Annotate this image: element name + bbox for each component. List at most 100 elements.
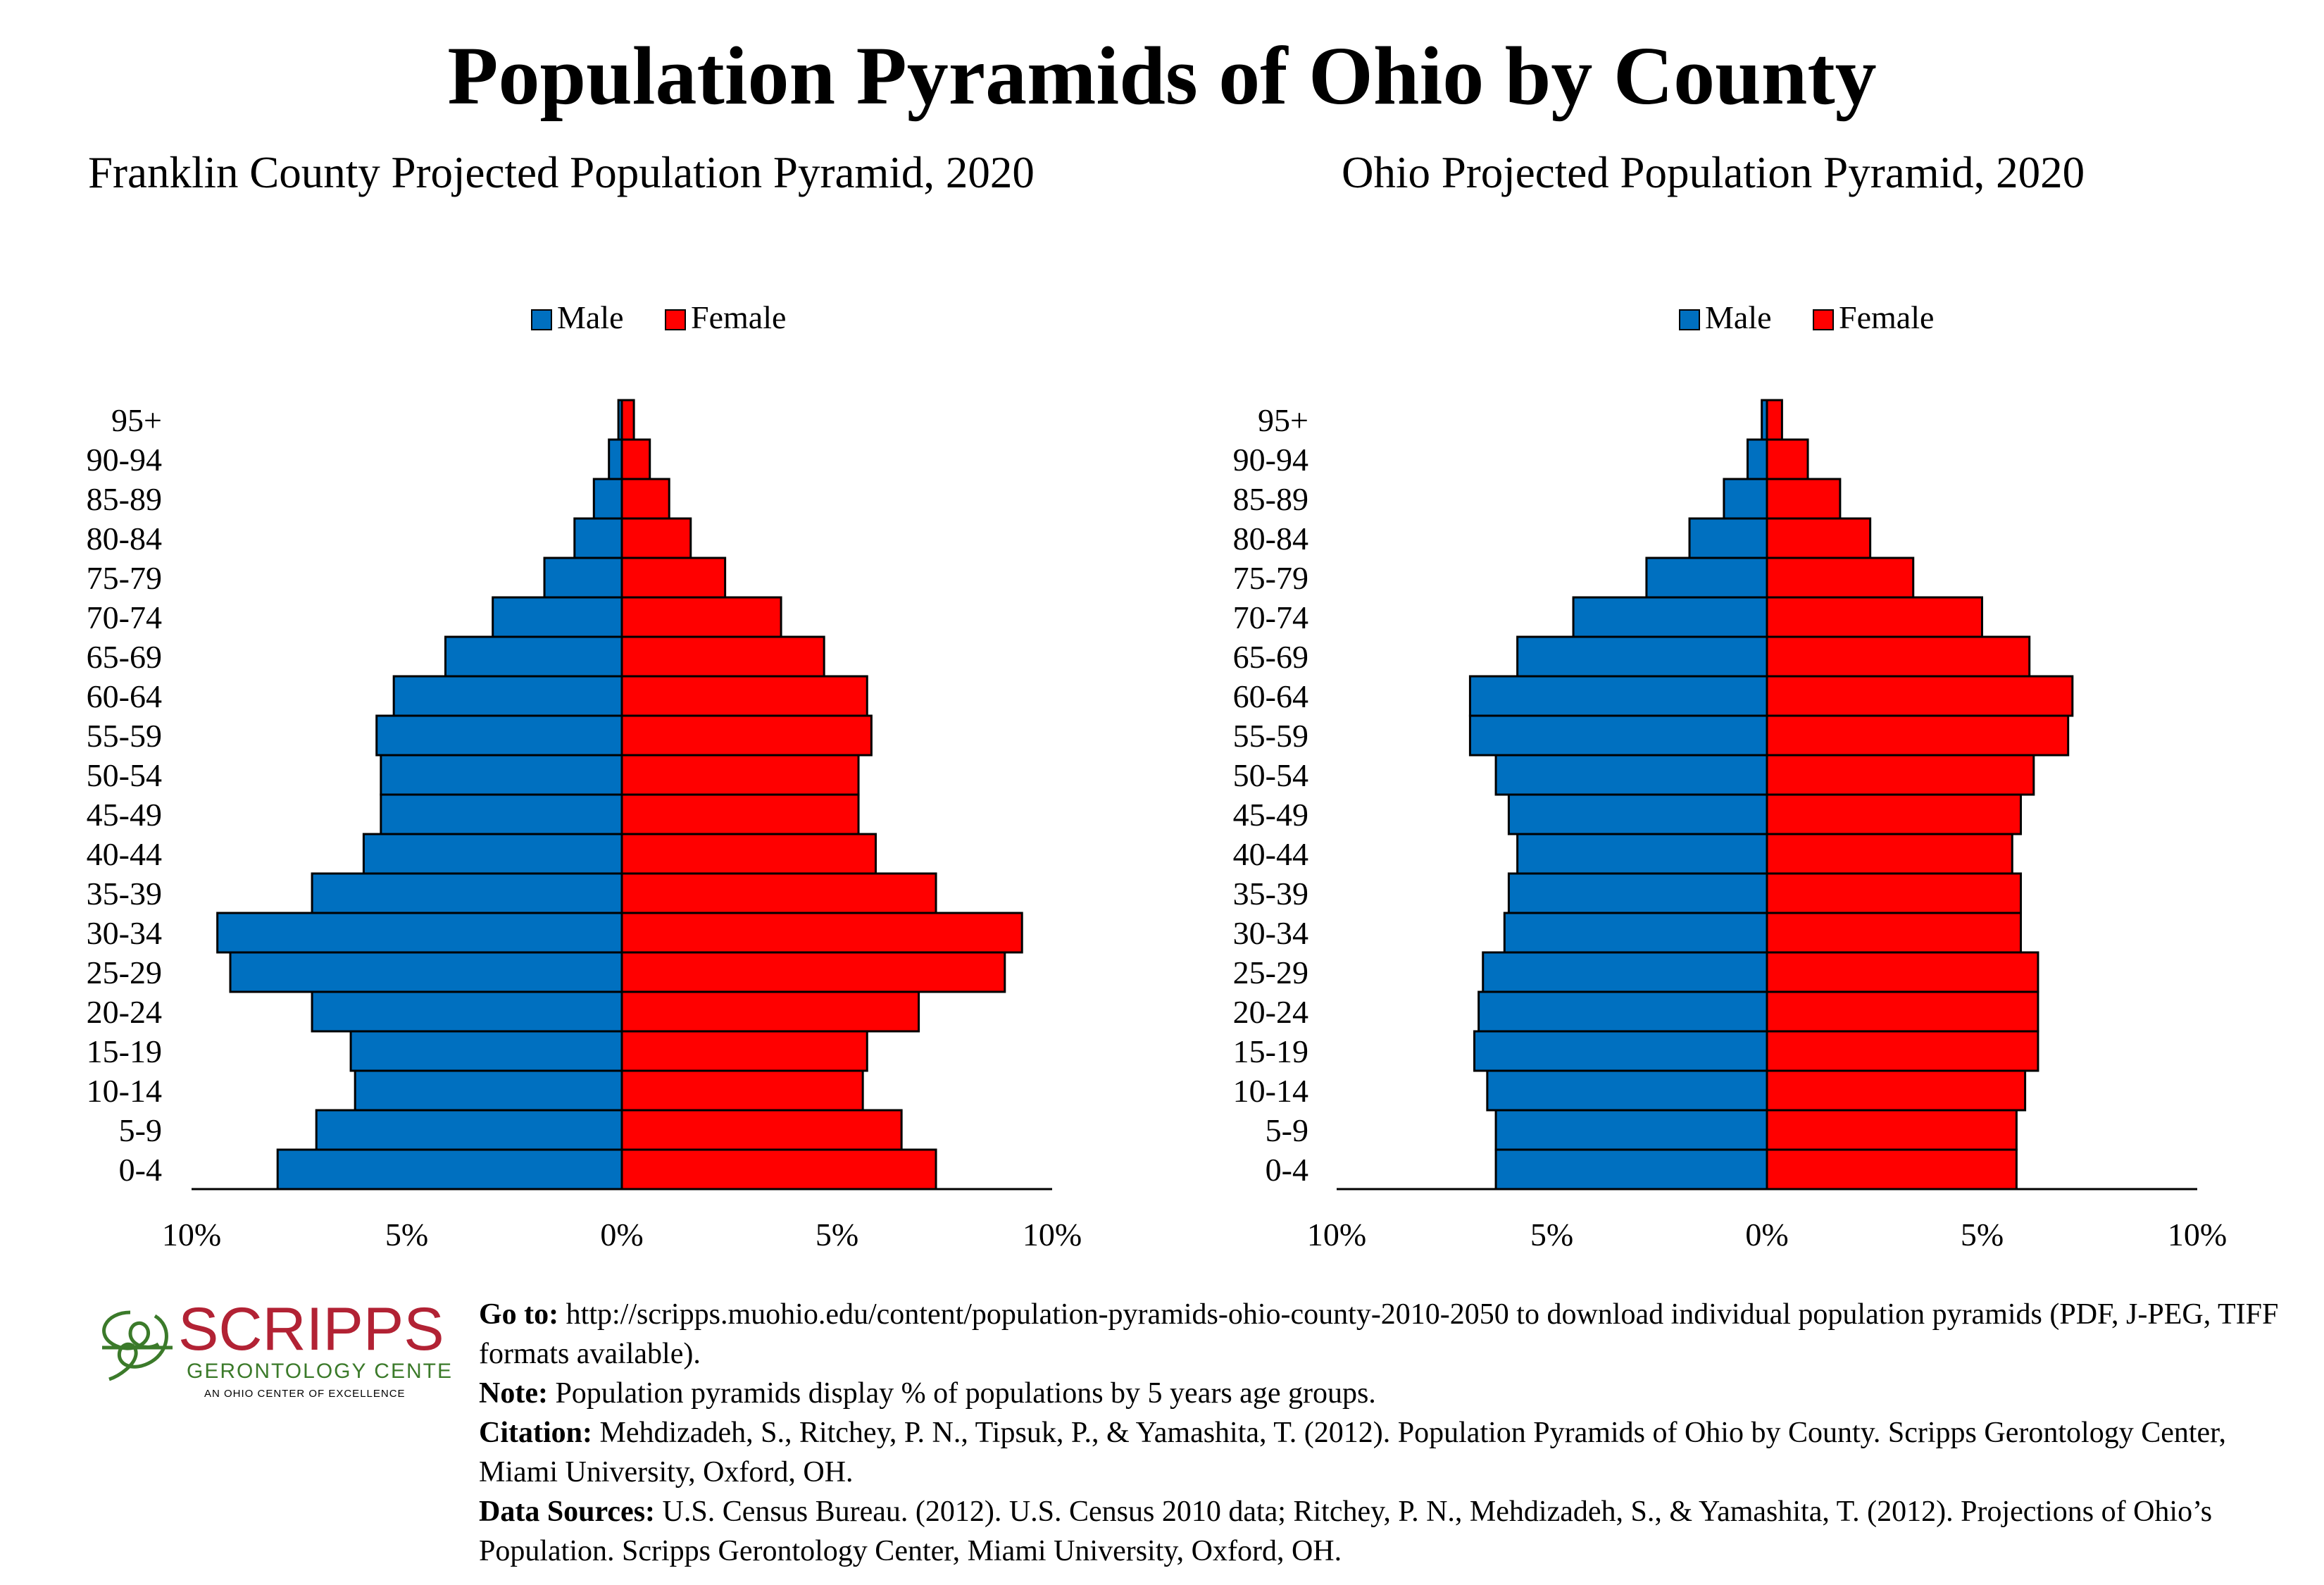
- x-tick-label: 10%: [1307, 1217, 1366, 1253]
- footer-note: Note: Population pyramids display % of p…: [479, 1374, 2310, 1413]
- logo-tagline: AN OHIO CENTER OF EXCELLENCE: [204, 1388, 406, 1400]
- bar-female-5-9: [1766, 1109, 2018, 1151]
- y-tick-label-35-39: 35-39: [1233, 876, 1308, 912]
- y-tick-label-40-44: 40-44: [1233, 836, 1308, 872]
- legend-label-male: Male: [557, 299, 624, 335]
- bar-male-25-29: [1482, 951, 1768, 993]
- y-tick-label-50-54: 50-54: [1233, 757, 1308, 793]
- x-tick-label: 5%: [1961, 1217, 2004, 1253]
- bar-male-60-64: [1468, 675, 1768, 717]
- bar-female-95+: [620, 399, 635, 441]
- logo-name: SCRIPPS: [178, 1295, 444, 1363]
- bar-male-30-34: [1503, 912, 1768, 954]
- y-tick-label-40-44: 40-44: [87, 836, 162, 872]
- bar-female-30-34: [1766, 912, 2022, 954]
- y-tick-label-5-9: 5-9: [119, 1112, 162, 1148]
- bar-female-15-19: [1766, 1030, 2039, 1072]
- legend-swatch-female: [665, 309, 686, 330]
- y-tick-label-65-69: 65-69: [1233, 639, 1308, 675]
- bar-male-35-39: [1507, 872, 1768, 914]
- legend-label-male: Male: [1705, 299, 1772, 335]
- y-tick-label-75-79: 75-79: [87, 560, 162, 596]
- bar-male-0-4: [276, 1148, 623, 1191]
- sources-label: Data Sources:: [479, 1496, 656, 1528]
- bar-female-20-24: [620, 990, 920, 1033]
- bar-male-20-24: [311, 990, 623, 1033]
- citation-text: Mehdizadeh, S., Ritchey, P. N., Tipsuk, …: [479, 1417, 2226, 1488]
- y-tick-label-45-49: 45-49: [1233, 797, 1308, 833]
- citation-label: Citation:: [479, 1417, 592, 1449]
- y-tick-label-10-14: 10-14: [1233, 1073, 1308, 1109]
- bar-male-65-69: [444, 635, 623, 678]
- bar-female-60-64: [620, 675, 868, 717]
- bar-female-85-89: [1766, 478, 1842, 520]
- footer-goto: Go to: http://scripps.muohio.edu/content…: [479, 1295, 2310, 1374]
- y-tick-label-20-24: 20-24: [1233, 994, 1308, 1030]
- bar-female-0-4: [1766, 1148, 2018, 1191]
- footer-citation: Citation: Mehdizadeh, S., Ritchey, P. N.…: [479, 1413, 2310, 1492]
- y-tick-label-60-64: 60-64: [1233, 678, 1308, 714]
- legend-label-female: Female: [691, 299, 786, 335]
- y-tick-label-90-94: 90-94: [87, 442, 162, 478]
- bar-female-40-44: [1766, 833, 2013, 875]
- chart-legend: Male Female: [1679, 299, 1934, 335]
- y-tick-label-50-54: 50-54: [87, 757, 162, 793]
- bar-female-0-4: [620, 1148, 937, 1191]
- x-tick-label: 10%: [1023, 1217, 1082, 1253]
- bar-female-95+: [1766, 399, 1783, 441]
- y-tick-label-80-84: 80-84: [87, 521, 162, 557]
- x-tick-label: 0%: [1745, 1217, 1788, 1253]
- bar-male-50-54: [380, 754, 623, 796]
- legend-swatch-male: [531, 309, 552, 330]
- bar-male-75-79: [1645, 557, 1768, 599]
- y-tick-label-60-64: 60-64: [87, 678, 162, 714]
- bar-female-80-84: [620, 517, 692, 559]
- bar-female-30-34: [620, 912, 1023, 954]
- x-tick-label: 5%: [385, 1217, 428, 1253]
- bar-female-65-69: [1766, 635, 2031, 678]
- note-label: Note:: [479, 1377, 548, 1410]
- bar-female-65-69: [620, 635, 825, 678]
- bar-male-50-54: [1494, 754, 1768, 796]
- y-tick-label-15-19: 15-19: [1233, 1033, 1308, 1069]
- bar-female-5-9: [620, 1109, 903, 1151]
- bar-male-55-59: [375, 714, 623, 757]
- bar-male-20-24: [1478, 990, 1768, 1033]
- bar-female-85-89: [620, 478, 670, 520]
- x-tick-label: 5%: [816, 1217, 858, 1253]
- chart-legend: Male Female: [531, 299, 786, 335]
- bar-male-65-69: [1516, 635, 1768, 678]
- bar-female-70-74: [1766, 596, 1983, 638]
- chart-title-ohio: Ohio Projected Population Pyramid, 2020: [1342, 148, 2085, 197]
- bar-female-10-14: [1766, 1069, 2027, 1112]
- y-tick-label-0-4: 0-4: [119, 1152, 162, 1188]
- y-tick-label-95+: 95+: [1258, 402, 1308, 438]
- bar-male-25-29: [229, 951, 623, 993]
- bar-female-45-49: [620, 793, 860, 835]
- bar-female-50-54: [1766, 754, 2035, 796]
- chart-title-franklin: Franklin County Projected Population Pyr…: [88, 148, 1035, 197]
- y-tick-label-15-19: 15-19: [87, 1033, 162, 1069]
- x-tick-label: 5%: [1530, 1217, 1573, 1253]
- legend-swatch-female: [1813, 309, 1834, 330]
- x-tick-label: 10%: [2168, 1217, 2227, 1253]
- y-tick-label-95+: 95+: [111, 402, 162, 438]
- bar-male-0-4: [1494, 1148, 1768, 1191]
- bar-male-40-44: [362, 833, 623, 875]
- legend-label-female: Female: [1839, 299, 1934, 335]
- bar-female-40-44: [620, 833, 877, 875]
- page-title: Population Pyramids of Ohio by County: [447, 30, 1877, 122]
- scripps-swirl-icon: [102, 1310, 173, 1381]
- y-tick-label-30-34: 30-34: [87, 915, 162, 951]
- logo-subtitle: GERONTOLOGY CENTER: [187, 1360, 454, 1383]
- y-tick-label-75-79: 75-79: [1233, 560, 1308, 596]
- y-tick-label-5-9: 5-9: [1266, 1112, 1308, 1148]
- bar-female-55-59: [1766, 714, 2070, 757]
- y-tick-label-0-4: 0-4: [1266, 1152, 1308, 1188]
- y-tick-label-25-29: 25-29: [87, 955, 162, 990]
- bar-female-20-24: [1766, 990, 2039, 1033]
- bar-female-35-39: [1766, 872, 2022, 914]
- bar-male-90-94: [1747, 438, 1768, 480]
